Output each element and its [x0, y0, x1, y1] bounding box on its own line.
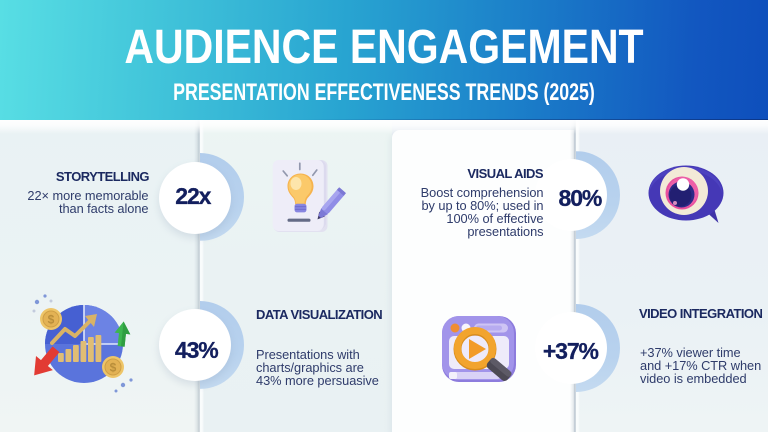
svg-text:$: $: [110, 361, 117, 375]
svg-text:$: $: [48, 313, 55, 327]
